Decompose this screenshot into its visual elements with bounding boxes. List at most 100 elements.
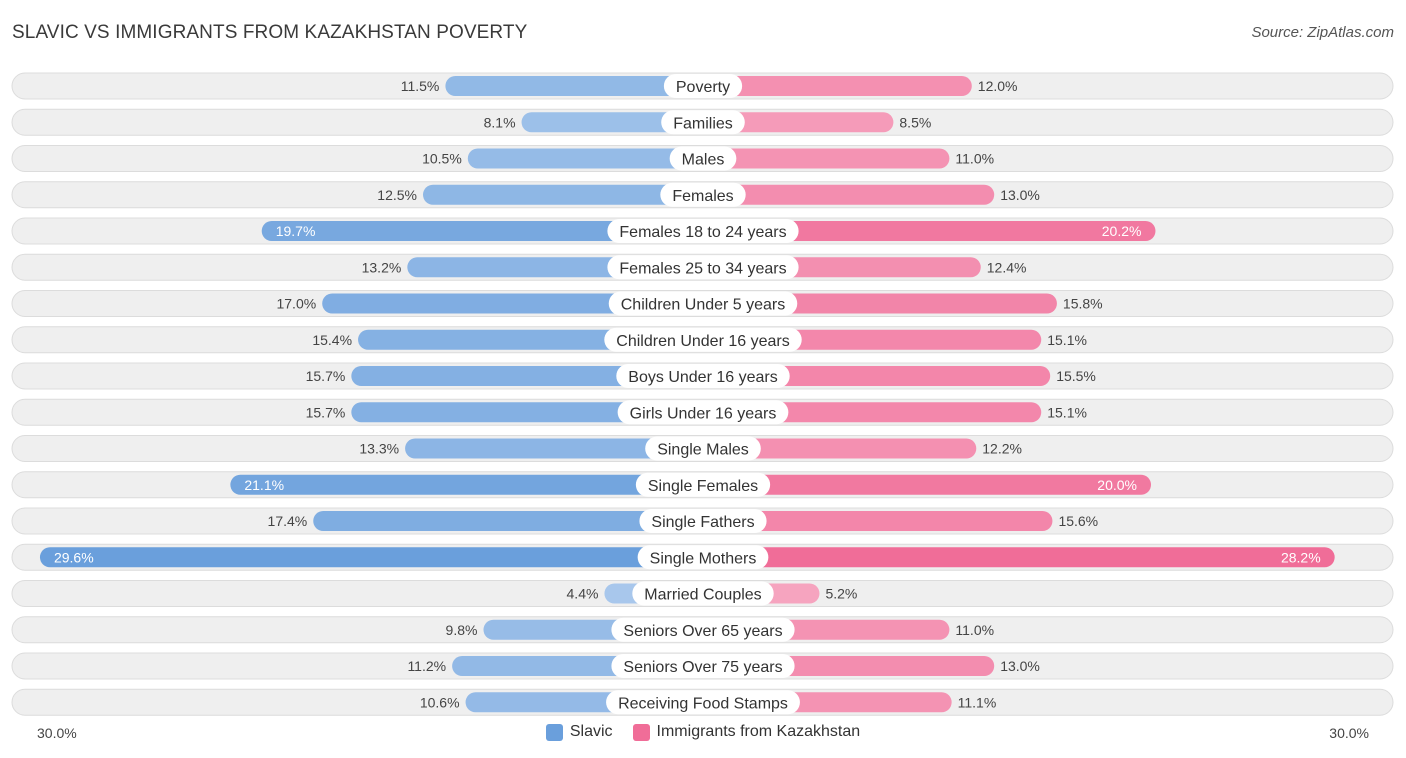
value-label-slavic: 11.2%	[407, 658, 446, 674]
category-label: Seniors Over 75 years	[623, 659, 782, 676]
value-label-slavic: 13.2%	[362, 259, 402, 275]
value-label-slavic: 12.5%	[377, 187, 417, 203]
category-label: Single Fathers	[651, 514, 754, 531]
value-label-kazakhstan: 11.0%	[955, 151, 994, 167]
category-pill	[617, 400, 789, 425]
bar-kazakhstan	[703, 402, 1042, 423]
legend-item-kazakhstan: Immigrants from Kazakhstan	[632, 723, 861, 741]
bar-kazakhstan	[703, 547, 1335, 568]
legend-item-slavic: Slavic	[545, 723, 613, 741]
value-label-kazakhstan: 15.1%	[1047, 404, 1087, 420]
bar-slavic	[521, 112, 703, 133]
category-pill	[632, 581, 774, 606]
source-note: Source: ZipAtlas.com	[1251, 24, 1394, 41]
value-label-slavic: 9.8%	[446, 622, 478, 638]
category-label: Children Under 16 years	[616, 333, 789, 350]
value-label-slavic: 15.4%	[312, 332, 352, 348]
bar-slavic	[467, 148, 703, 169]
value-label-slavic: 8.1%	[484, 114, 516, 130]
value-label-slavic: 17.4%	[268, 513, 308, 529]
category-label: Families	[673, 115, 733, 132]
category-pill	[635, 472, 771, 497]
bar-kazakhstan	[703, 511, 1053, 531]
value-label-kazakhstan: 15.8%	[1063, 296, 1103, 312]
value-label-kazakhstan: 8.5%	[899, 114, 931, 130]
chart-title: SLAVIC VS IMMIGRANTS FROM KAZAKHSTAN POV…	[12, 22, 528, 43]
value-label-slavic: 29.6%	[54, 549, 94, 565]
value-label-kazakhstan: 20.2%	[1102, 223, 1142, 239]
bar-slavic	[445, 76, 703, 96]
category-pill	[660, 182, 746, 207]
value-label-slavic: 15.7%	[306, 368, 346, 384]
category-label: Males	[682, 152, 725, 169]
value-label-slavic: 10.6%	[420, 694, 460, 710]
bar-slavic	[230, 474, 704, 495]
category-label: Poverty	[676, 79, 730, 96]
legend-label-slavic: Slavic	[569, 723, 613, 740]
value-label-slavic: 11.5%	[401, 78, 440, 94]
category-pill	[645, 436, 761, 461]
category-label: Females	[672, 188, 733, 205]
value-label-kazakhstan: 12.0%	[978, 78, 1018, 94]
bar-kazakhstan	[703, 76, 972, 96]
value-label-slavic: 4.4%	[567, 586, 599, 602]
bar-slavic	[39, 547, 703, 568]
value-label-kazakhstan: 28.2%	[1281, 549, 1321, 565]
category-pill	[663, 74, 743, 98]
category-label: Children Under 5 years	[621, 297, 786, 314]
category-label: Receiving Food Stamps	[618, 695, 788, 712]
bar-kazakhstan	[703, 184, 995, 205]
category-label: Married Couples	[644, 587, 761, 604]
bar-kazakhstan	[703, 474, 1151, 495]
bar-slavic	[423, 184, 703, 205]
legend-label-kazakhstan: Immigrants from Kazakhstan	[656, 723, 861, 740]
value-label-slavic: 19.7%	[276, 223, 316, 239]
category-pill	[607, 255, 799, 280]
value-label-kazakhstan: 20.0%	[1097, 477, 1137, 493]
axis-left-label: 30.0%	[37, 725, 77, 741]
bar-kazakhstan	[703, 438, 977, 459]
legend-swatch-slavic	[545, 723, 563, 741]
value-label-kazakhstan: 13.0%	[1000, 658, 1040, 674]
category-pill	[661, 110, 745, 135]
value-label-kazakhstan: 12.2%	[982, 441, 1022, 457]
value-label-kazakhstan: 5.2%	[825, 586, 857, 602]
category-label: Seniors Over 65 years	[623, 623, 782, 640]
category-pill	[616, 364, 790, 388]
bar-kazakhstan	[703, 148, 950, 169]
bar-slavic	[261, 221, 703, 241]
category-label: Females 25 to 34 years	[619, 260, 786, 277]
value-label-kazakhstan: 15.6%	[1058, 513, 1098, 529]
value-label-kazakhstan: 15.1%	[1047, 332, 1087, 348]
category-label: Single Mothers	[650, 550, 757, 567]
category-pill	[611, 654, 795, 678]
bar-kazakhstan	[703, 221, 1156, 241]
category-pill	[637, 545, 769, 570]
category-label: Girls Under 16 years	[630, 405, 777, 422]
category-pill	[611, 617, 795, 642]
bar-slavic	[351, 366, 703, 386]
category-pill	[608, 291, 798, 316]
bar-kazakhstan	[703, 366, 1051, 386]
category-label: Single Males	[657, 442, 749, 459]
value-label-slavic: 17.0%	[276, 296, 316, 312]
bar-slavic	[322, 293, 703, 314]
legend-swatch-kazakhstan	[632, 723, 650, 741]
value-label-kazakhstan: 15.5%	[1056, 368, 1096, 384]
value-label-kazakhstan: 11.0%	[955, 622, 994, 638]
category-label: Females 18 to 24 years	[619, 224, 786, 241]
value-label-slavic: 10.5%	[422, 151, 462, 167]
value-label-slavic: 13.3%	[359, 441, 399, 457]
bar-slavic	[313, 511, 703, 531]
category-pill	[607, 219, 799, 243]
value-label-kazakhstan: 11.1%	[958, 694, 997, 710]
value-label-kazakhstan: 12.4%	[987, 259, 1027, 275]
value-label-slavic: 21.1%	[244, 477, 284, 493]
bar-slavic	[405, 438, 703, 459]
category-pill	[669, 146, 737, 171]
category-label: Boys Under 16 years	[628, 369, 777, 386]
category-pill	[606, 690, 800, 715]
value-label-slavic: 15.7%	[306, 404, 346, 420]
bar-kazakhstan	[703, 112, 894, 133]
legend: Slavic Immigrants from Kazakhstan	[0, 723, 1406, 741]
